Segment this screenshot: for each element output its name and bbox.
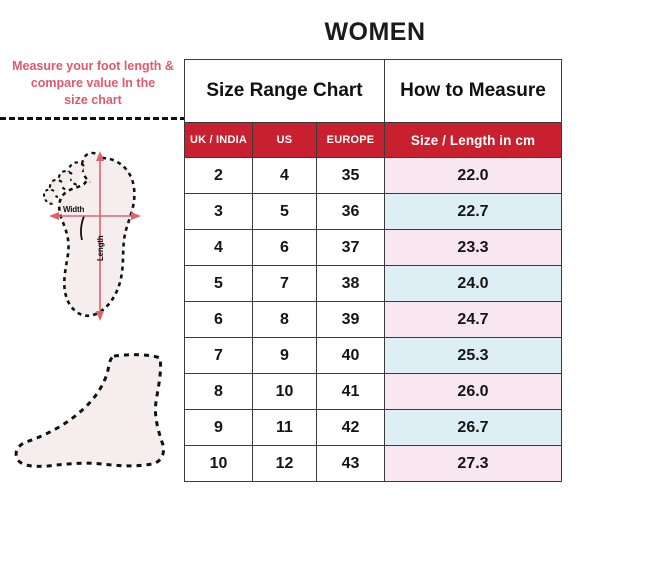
foot-sole-icon	[38, 140, 158, 340]
measure-instruction: Measure your foot length & compare value…	[4, 58, 182, 109]
cell-cm: 26.0	[384, 373, 562, 410]
cell-uk: 8	[184, 373, 253, 410]
table-body: 2 4 35 22.0 3 5 36 22.7 4 6 37 23.3 5 7 …	[184, 157, 562, 482]
group-header-size-range-chart: Size Range Chart	[184, 59, 385, 123]
cell-us: 9	[252, 337, 317, 374]
cell-us: 7	[252, 265, 317, 302]
cell-uk: 10	[184, 445, 253, 482]
cell-cm: 27.3	[384, 445, 562, 482]
cell-uk: 3	[184, 193, 253, 230]
table-row: 9 11 42 26.7	[184, 409, 562, 446]
page-title: WOMEN	[324, 18, 426, 46]
cell-uk: 6	[184, 301, 253, 338]
group-header-how-to-measure: How to Measure	[384, 59, 562, 123]
column-header-uk-india: UK / INDIA	[184, 122, 253, 158]
cell-eu: 35	[316, 157, 385, 194]
table-row: 10 12 43 27.3	[184, 445, 562, 482]
foot-width-label: Width	[63, 205, 85, 214]
cell-uk: 7	[184, 337, 253, 374]
cell-cm: 22.7	[384, 193, 562, 230]
cell-cm: 22.0	[384, 157, 562, 194]
cell-eu: 36	[316, 193, 385, 230]
cell-uk: 2	[184, 157, 253, 194]
cell-uk: 9	[184, 409, 253, 446]
dashed-divider	[0, 117, 186, 120]
cell-cm: 24.7	[384, 301, 562, 338]
cell-eu: 38	[316, 265, 385, 302]
cell-uk: 5	[184, 265, 253, 302]
cell-eu: 42	[316, 409, 385, 446]
table-group-header-row: Size Range Chart How to Measure	[184, 59, 562, 123]
column-header-europe: EUROPE	[316, 122, 385, 158]
cell-cm: 26.7	[384, 409, 562, 446]
table-row: 3 5 36 22.7	[184, 193, 562, 230]
table-row: 6 8 39 24.7	[184, 301, 562, 338]
column-header-us: US	[252, 122, 317, 158]
table-row: 8 10 41 26.0	[184, 373, 562, 410]
foot-side-profile-icon	[10, 348, 185, 478]
cell-eu: 43	[316, 445, 385, 482]
foot-length-label: Length	[96, 235, 105, 261]
instruction-line-1: Measure your foot length &	[12, 59, 174, 73]
table-row: 4 6 37 23.3	[184, 229, 562, 266]
cell-eu: 37	[316, 229, 385, 266]
instruction-line-3: size chart	[64, 93, 122, 107]
cell-cm: 25.3	[384, 337, 562, 374]
size-range-table: Size Range Chart How to Measure UK / IND…	[184, 59, 562, 482]
cell-us: 10	[252, 373, 317, 410]
table-column-header-row: UK / INDIA US EUROPE Size / Length in cm	[184, 122, 562, 158]
table-row: 2 4 35 22.0	[184, 157, 562, 194]
cell-eu: 40	[316, 337, 385, 374]
cell-us: 12	[252, 445, 317, 482]
cell-cm: 23.3	[384, 229, 562, 266]
table-row: 7 9 40 25.3	[184, 337, 562, 374]
cell-eu: 39	[316, 301, 385, 338]
instruction-line-2: compare value In the	[30, 76, 156, 90]
cell-us: 6	[252, 229, 317, 266]
cell-uk: 4	[184, 229, 253, 266]
cell-us: 8	[252, 301, 317, 338]
cell-us: 5	[252, 193, 317, 230]
cell-cm: 24.0	[384, 265, 562, 302]
column-header-size-length-cm: Size / Length in cm	[384, 122, 562, 158]
cell-us: 11	[252, 409, 317, 446]
table-row: 5 7 38 24.0	[184, 265, 562, 302]
cell-eu: 41	[316, 373, 385, 410]
cell-us: 4	[252, 157, 317, 194]
